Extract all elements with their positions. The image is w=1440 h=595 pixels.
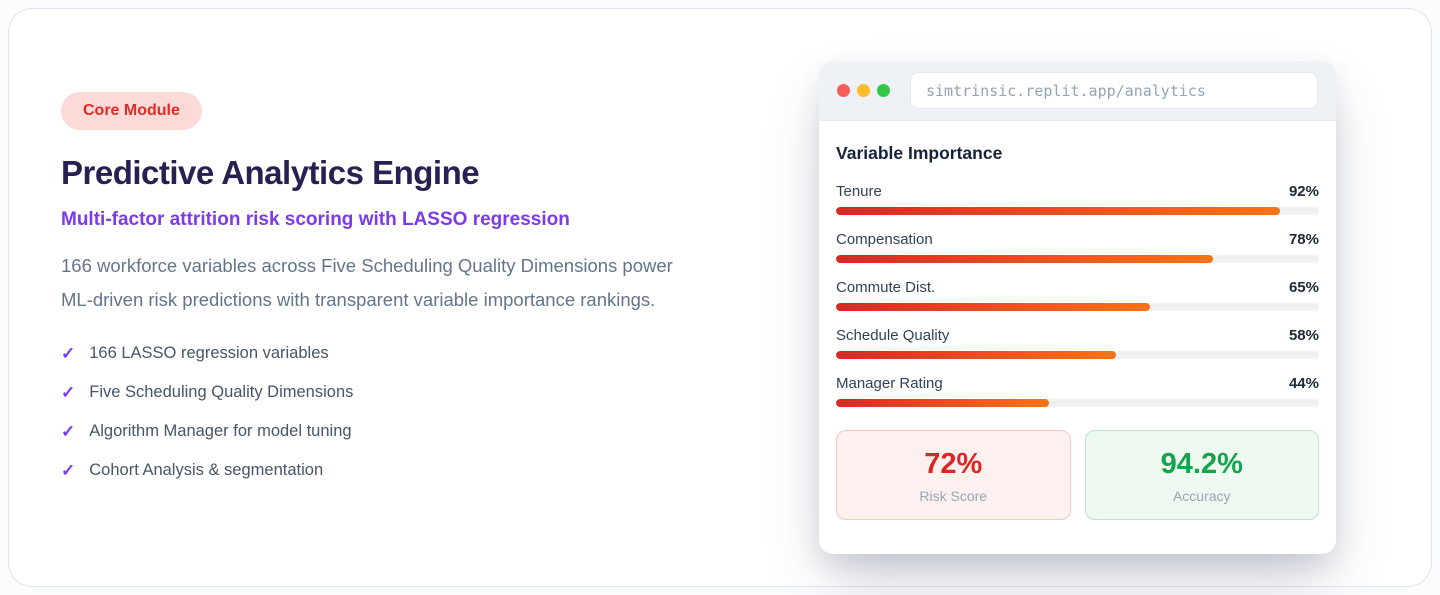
feature-section-card: Core Module Predictive Analytics Engine … bbox=[8, 8, 1432, 587]
bar-label: Tenure bbox=[836, 183, 882, 200]
bar-fill bbox=[836, 207, 1281, 215]
page-subtitle: Multi-factor attrition risk scoring with… bbox=[61, 209, 570, 230]
bar-label: Compensation bbox=[836, 231, 933, 248]
bar-track bbox=[836, 351, 1319, 359]
risk-score-value: 72% bbox=[924, 448, 983, 480]
description-text: 166 workforce variables across Five Sche… bbox=[61, 255, 673, 310]
bar-value: 58% bbox=[1288, 327, 1319, 344]
bar-track bbox=[836, 255, 1319, 263]
list-item: ✓ 166 LASSO regression variables bbox=[61, 342, 721, 365]
url-input[interactable]: simtrinsic.replit.app/analytics bbox=[910, 72, 1318, 109]
bar-track bbox=[836, 207, 1319, 215]
checkmark-icon: ✓ bbox=[61, 344, 76, 364]
traffic-light-yellow-icon bbox=[857, 84, 870, 97]
bar-label: Commute Dist. bbox=[836, 279, 936, 296]
panel-title: Variable Importance bbox=[836, 143, 1003, 163]
checkmark-icon: ✓ bbox=[61, 422, 76, 442]
bar-label: Schedule Quality bbox=[836, 327, 950, 344]
bar-fill bbox=[836, 303, 1150, 311]
importance-bar-row: Commute Dist. 65% bbox=[836, 279, 1319, 311]
importance-bar-row: Schedule Quality 58% bbox=[836, 327, 1319, 359]
importance-bar-row: Tenure 92% bbox=[836, 183, 1319, 215]
bar-track bbox=[836, 303, 1319, 311]
bar-fill bbox=[836, 351, 1117, 359]
checkmark-icon: ✓ bbox=[61, 461, 76, 481]
accuracy-card: 94.2% Accuracy bbox=[1084, 430, 1319, 520]
feature-label: Algorithm Manager for model tuning bbox=[89, 422, 352, 441]
bar-fill bbox=[836, 255, 1213, 263]
stat-cards: 72% Risk Score 94.2% Accuracy bbox=[836, 430, 1319, 520]
bar-value: 92% bbox=[1288, 183, 1319, 200]
browser-mockup-window: simtrinsic.replit.app/analytics Variable… bbox=[819, 61, 1336, 554]
importance-bar-row: Compensation 78% bbox=[836, 231, 1319, 263]
list-item: ✓ Algorithm Manager for model tuning bbox=[61, 420, 721, 443]
accuracy-value: 94.2% bbox=[1160, 448, 1243, 480]
core-module-badge: Core Module bbox=[61, 92, 202, 130]
bar-label: Manager Rating bbox=[836, 375, 943, 392]
bar-value: 65% bbox=[1288, 279, 1319, 296]
risk-score-card: 72% Risk Score bbox=[836, 430, 1071, 520]
traffic-light-red-icon bbox=[837, 84, 850, 97]
browser-titlebar: simtrinsic.replit.app/analytics bbox=[819, 61, 1336, 121]
bar-value: 78% bbox=[1288, 231, 1319, 248]
risk-score-label: Risk Score bbox=[919, 488, 988, 504]
feature-list: ✓ 166 LASSO regression variables ✓ Five … bbox=[61, 342, 721, 482]
feature-copy: Core Module Predictive Analytics Engine … bbox=[61, 92, 721, 498]
analytics-panel: Variable Importance Tenure 92% Compensat… bbox=[819, 121, 1336, 538]
feature-label: Cohort Analysis & segmentation bbox=[89, 461, 324, 480]
bar-track bbox=[836, 399, 1319, 407]
feature-label: Five Scheduling Quality Dimensions bbox=[89, 383, 354, 402]
list-item: ✓ Cohort Analysis & segmentation bbox=[61, 459, 721, 482]
feature-label: 166 LASSO regression variables bbox=[89, 344, 329, 363]
list-item: ✓ Five Scheduling Quality Dimensions bbox=[61, 381, 721, 404]
importance-bar-row: Manager Rating 44% bbox=[836, 375, 1319, 407]
bar-fill bbox=[836, 399, 1049, 407]
accuracy-label: Accuracy bbox=[1172, 488, 1231, 504]
traffic-light-green-icon bbox=[877, 84, 890, 97]
page-title: Predictive Analytics Engine bbox=[61, 154, 480, 191]
checkmark-icon: ✓ bbox=[61, 383, 76, 403]
bar-value: 44% bbox=[1288, 375, 1319, 392]
